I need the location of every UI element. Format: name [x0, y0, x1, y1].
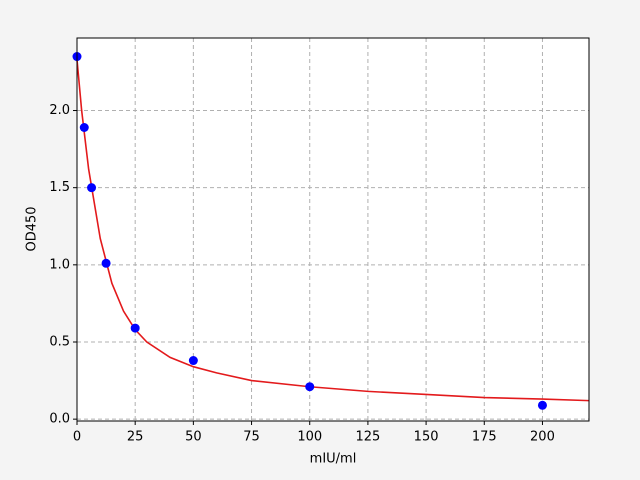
data-point [188, 356, 198, 366]
data-point [537, 400, 547, 410]
y-axis-label: OD450 [25, 206, 40, 251]
data-point [87, 183, 97, 193]
data-point [101, 258, 111, 268]
y-tick-label: 2.0 [49, 103, 70, 118]
marks [72, 52, 590, 410]
plot-frame [76, 37, 590, 422]
fit-curve [76, 59, 590, 402]
y-tick-label: 0.0 [49, 412, 70, 427]
grid [76, 38, 589, 421]
y-tick-label: 1.0 [49, 257, 70, 272]
x-tick-label: 100 [297, 430, 322, 445]
x-tick-label: 75 [243, 430, 260, 445]
data-point [130, 323, 140, 333]
data-point [79, 123, 89, 133]
x-tick-label: 25 [127, 430, 144, 445]
plot-area [77, 38, 589, 421]
data-point [305, 382, 315, 392]
x-tick-label: 150 [414, 430, 439, 445]
x-tick-label: 125 [355, 430, 380, 445]
x-tick-label: 175 [472, 430, 497, 445]
x-tick-label: 50 [185, 430, 202, 445]
x-tick-label: 0 [73, 430, 81, 445]
y-tick-label: 0.5 [49, 334, 70, 349]
x-tick-label: 200 [530, 430, 555, 445]
x-axis-label: mIU/ml [310, 452, 357, 467]
y-tick-label: 1.5 [49, 180, 70, 195]
